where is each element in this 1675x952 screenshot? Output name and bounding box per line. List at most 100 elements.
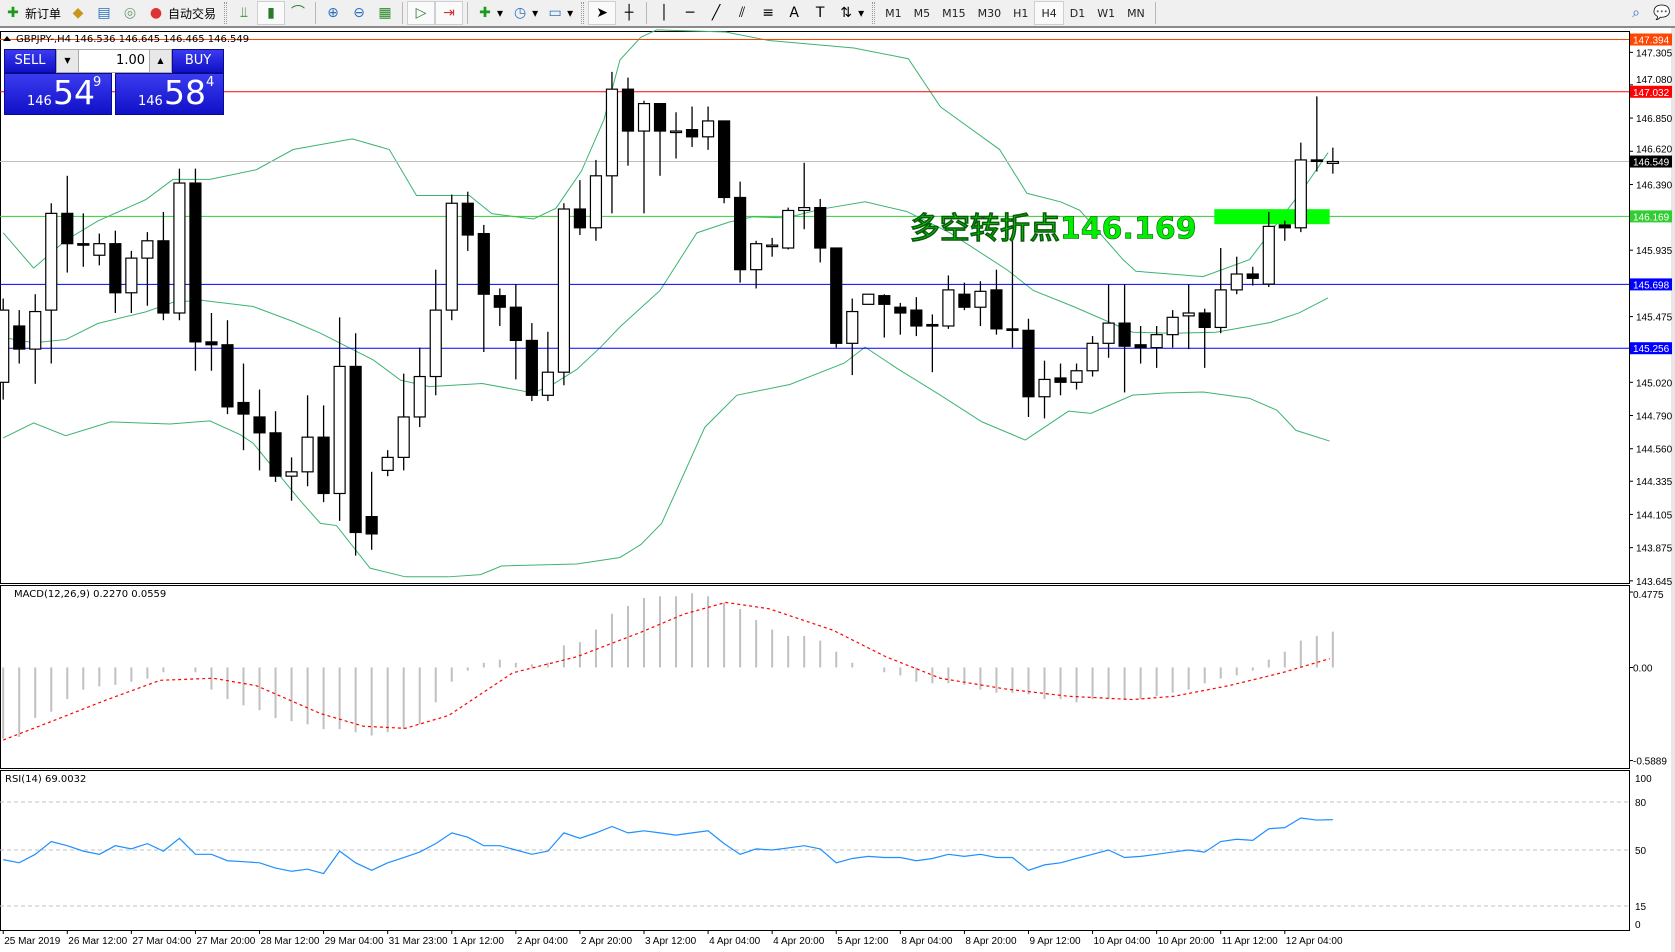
toolbar-grip[interactable] (581, 2, 585, 24)
time-label: 8 Apr 20:00 (965, 936, 1017, 947)
auto-scroll-button[interactable]: ▷ (407, 1, 436, 25)
price-tick-label: 147.080 (1636, 75, 1673, 86)
auto-trading-button[interactable]: ● 自动交易 (143, 1, 220, 25)
candle-body (349, 365, 362, 534)
candle-body (653, 103, 667, 132)
buy-button[interactable]: BUY (172, 49, 224, 73)
signal-icon: ◎ (123, 5, 137, 21)
fibonacci-icon: ≡ (762, 5, 774, 21)
toolbar-grip[interactable] (872, 2, 876, 24)
lot-input[interactable]: 1.00 (116, 53, 145, 68)
pivot-annotation[interactable]: 多空转折点146.169 (910, 211, 1197, 247)
lot-decrease-button[interactable]: ▼ (57, 50, 79, 72)
sell-price-main: 54 (53, 73, 95, 112)
candle (958, 282, 971, 311)
new-order-button[interactable]: ✚ 新订单 (0, 1, 65, 25)
cursor-button[interactable]: ➤ (588, 1, 617, 25)
timeframe-w1[interactable]: W1 (1097, 6, 1116, 20)
chart-shift-button[interactable]: ⇥ (435, 1, 464, 25)
text-label-button[interactable]: T (807, 1, 833, 25)
price-tag-label: 145.256 (1633, 344, 1670, 355)
candle (1310, 96, 1323, 172)
candle-body (1006, 328, 1019, 331)
signals-button[interactable]: ◎ (117, 1, 143, 25)
candle-body (477, 232, 490, 295)
time-label: 10 Apr 20:00 (1158, 936, 1215, 947)
price-tick-label: 143.645 (1636, 577, 1673, 588)
candlestick-button[interactable]: ▮ (257, 1, 286, 25)
bar-chart-button[interactable]: ⫫ (231, 1, 257, 25)
buy-price[interactable]: 146 58 4 (115, 73, 224, 115)
candle (734, 181, 747, 283)
timeframe-h4[interactable]: H4 (1034, 1, 1064, 25)
line-chart-button[interactable]: ⌒ (285, 1, 311, 25)
lot-increase-button[interactable]: ▲ (149, 50, 171, 72)
candle (990, 269, 1003, 335)
timeframe-mn[interactable]: MN (1127, 6, 1145, 20)
arrows-icon: ⇅ (840, 5, 852, 21)
collapse-arrow-icon[interactable] (3, 36, 11, 41)
navigator-button[interactable]: ▤ (91, 1, 117, 25)
sell-price[interactable]: 146 54 9 (4, 73, 112, 115)
candle (0, 298, 10, 400)
candle (1054, 363, 1067, 396)
market-watch-button[interactable]: ◆ (65, 1, 91, 25)
candle (141, 232, 154, 306)
bollinger-lower (2, 346, 1330, 578)
cursor-arrow-icon: ➤ (596, 5, 608, 21)
clock-icon: ◷ (513, 5, 527, 21)
candle-body (1182, 312, 1195, 317)
timeframe-m15[interactable]: M15 (942, 6, 966, 20)
candle-body (45, 212, 58, 311)
tile-windows-button[interactable]: ▦ (372, 1, 398, 25)
equidistant-channel-button[interactable]: ⫽ (729, 1, 755, 25)
candle-body (0, 309, 10, 383)
vertical-line-button[interactable]: │ (651, 1, 677, 25)
candle-body (1150, 334, 1163, 349)
candle-body (237, 401, 250, 415)
zoom-in-button[interactable]: ⊕ (320, 1, 346, 25)
lot-stepper[interactable]: ▼ 1.00 ▲ (56, 49, 172, 73)
sell-button[interactable]: SELL (4, 49, 56, 73)
candle (77, 213, 90, 267)
horizontal-line-button[interactable]: ─ (677, 1, 703, 25)
candle (173, 168, 186, 321)
candle (830, 247, 843, 348)
candle (205, 312, 218, 371)
timeframe-d1[interactable]: D1 (1069, 6, 1086, 20)
fibonacci-button[interactable]: ≡ (755, 1, 781, 25)
candle-body (621, 88, 635, 132)
chart-header: GBPJPY-,H4 146.536 146.645 146.465 146.5… (16, 34, 249, 45)
trendline-button[interactable]: ╱ (703, 1, 729, 25)
search-button[interactable]: ⌕ (1623, 1, 1649, 25)
bar-chart-icon: ⫫ (240, 5, 248, 21)
candle (637, 100, 651, 214)
timeframe-m5[interactable]: M5 (913, 6, 931, 20)
candle (1150, 325, 1163, 368)
crosshair-button[interactable]: ┼ (616, 1, 642, 25)
text-label-icon: T (815, 5, 825, 21)
chat-button[interactable]: 💬 (1649, 1, 1675, 25)
indicators-button[interactable]: ✚ ▾ (472, 1, 507, 25)
timeframe-m30[interactable]: M30 (977, 6, 1002, 20)
zoom-out-button[interactable]: ⊖ (346, 1, 372, 25)
time-label: 4 Apr 04:00 (709, 936, 761, 947)
timeframe-h1[interactable]: H1 (1013, 6, 1029, 20)
time-label: 2 Apr 20:00 (581, 936, 633, 947)
candle (477, 224, 490, 352)
candle-body (557, 208, 571, 373)
timeframe-m1[interactable]: M1 (885, 6, 902, 20)
periods-button[interactable]: ◷ ▾ (507, 1, 542, 25)
buy-label: BUY (184, 53, 212, 68)
candle-body (461, 202, 474, 236)
text-button[interactable]: A (781, 1, 807, 25)
one-click-trading-panel: SELL ▼ 1.00 ▲ BUY 146 54 9 146 58 4 (4, 49, 224, 115)
toolbar-grip[interactable] (224, 2, 228, 24)
candle (1118, 284, 1131, 393)
candle-body (157, 240, 170, 314)
arrows-button[interactable]: ⇅ ▾ (833, 1, 868, 25)
candle (301, 395, 314, 487)
candle-body (750, 243, 763, 271)
templates-button[interactable]: ▭ ▾ (542, 1, 577, 25)
